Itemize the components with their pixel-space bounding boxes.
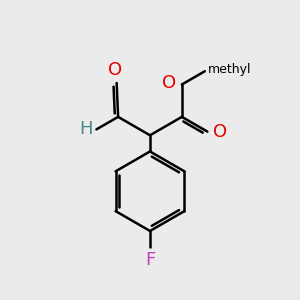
Text: methyl: methyl bbox=[208, 63, 252, 76]
Text: O: O bbox=[108, 61, 122, 80]
Text: O: O bbox=[162, 74, 177, 92]
Text: O: O bbox=[213, 123, 227, 141]
Text: H: H bbox=[80, 120, 93, 138]
Text: F: F bbox=[145, 251, 155, 269]
